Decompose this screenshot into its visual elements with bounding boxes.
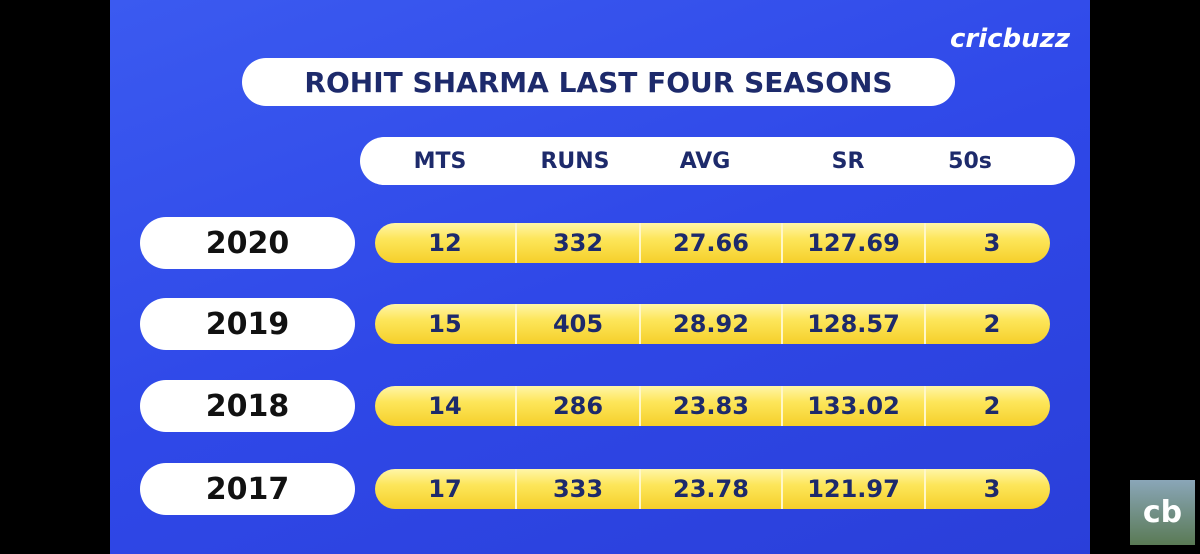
stat-cell: 15 [375,304,517,344]
column-header: AVG [679,148,731,174]
stat-cell: 133.02 [783,386,926,426]
stat-cell: 127.69 [783,223,926,263]
stat-cell: 286 [517,386,641,426]
logo: cricbuzz [950,24,1070,54]
stat-cell: 3 [983,229,1001,257]
stat-cell: 121.97 [783,469,926,509]
column-header: 50s [948,148,992,174]
stat-cell: 2 [983,310,1001,338]
header-row: MTS RUNS AVG SR 50s [360,137,1075,185]
stat-cell: 23.78 [641,469,783,509]
stat-bar: 12 332 27.66 127.69 3 [375,223,1050,263]
column-header: RUNS [540,148,610,174]
stat-cell: 12 [375,223,517,263]
stat-bar: 14 286 23.83 133.02 2 [375,386,1050,426]
column-header: SR [831,148,865,174]
season-label: 2017 [140,463,355,515]
stat-cell: 128.57 [783,304,926,344]
title: ROHIT SHARMA LAST FOUR SEASONS [242,58,955,106]
season-label: 2018 [140,380,355,432]
stat-cell: 23.83 [641,386,783,426]
stat-cell: 14 [375,386,517,426]
stat-cell: 27.66 [641,223,783,263]
stat-cell: 332 [517,223,641,263]
graphic: cricbuzz ROHIT SHARMA LAST FOUR SEASONS … [110,0,1090,554]
corner-icon: cb [1130,480,1195,545]
season-label: 2020 [140,217,355,269]
stat-bar: 15 405 28.92 128.57 2 [375,304,1050,344]
stat-cell: 2 [983,392,1001,420]
column-header: MTS [413,148,467,174]
season-label: 2019 [140,298,355,350]
stat-cell: 333 [517,469,641,509]
stat-cell: 3 [983,475,1001,503]
stat-cell: 405 [517,304,641,344]
stat-cell: 28.92 [641,304,783,344]
stat-cell: 17 [375,469,517,509]
stat-bar: 17 333 23.78 121.97 3 [375,469,1050,509]
